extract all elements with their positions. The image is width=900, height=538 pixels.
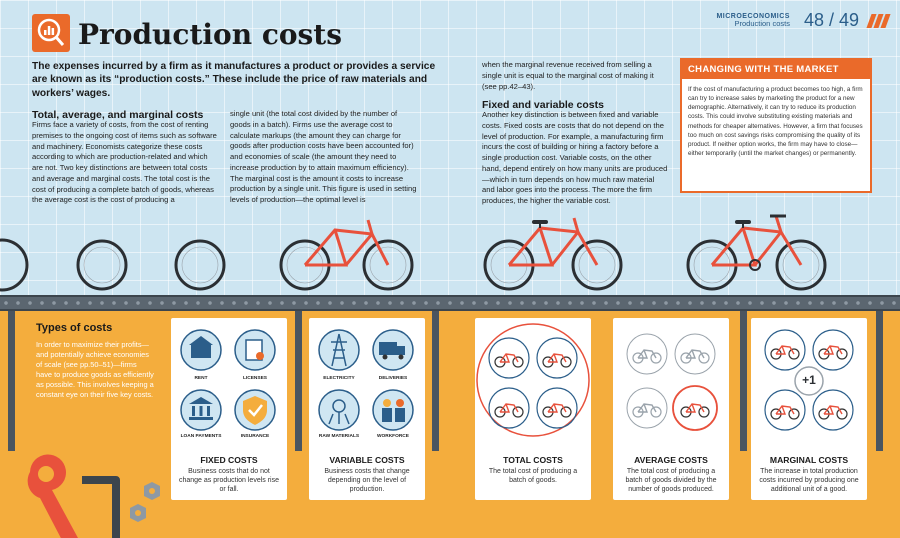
conveyor-rollers	[0, 300, 900, 306]
bike-icon	[626, 333, 668, 375]
highlighted-bike-icon	[672, 385, 718, 431]
body-column-1: Firms face a variety of costs, from the …	[32, 120, 217, 205]
insurance-icon	[234, 389, 276, 431]
fixed-variable-heading: Fixed and variable costs	[482, 99, 604, 111]
section-label: MICROECONOMICS	[716, 12, 790, 20]
wrench-icon	[27, 454, 78, 538]
electricity-pylon-icon	[318, 329, 360, 371]
card-title: VARIABLE COSTS	[329, 455, 405, 465]
variable-costs-card: ELECTRICITY DELIVERIES RAW MATERIALS WOR…	[309, 318, 425, 500]
bike-icon	[536, 337, 578, 379]
bike-icon	[812, 329, 854, 371]
ground-background	[0, 305, 900, 538]
fixed-costs-card: RENT LICENSES LOAN PAYMENTS INSURANCE FI…	[171, 318, 287, 500]
bike-complete-stage	[686, 214, 827, 291]
icon-label-insurance: INSURANCE	[240, 434, 270, 439]
card-title: AVERAGE COSTS	[634, 455, 708, 465]
card-description: Business costs that change depending on …	[324, 468, 410, 494]
types-heading: Types of costs	[36, 322, 113, 334]
icon-label-raw-materials: RAW MATERIALS	[318, 434, 360, 439]
conveyor-leg	[876, 311, 883, 451]
total-average-marginal-heading: Total, average, and marginal costs	[32, 109, 204, 121]
page-header-nav: MICROECONOMICS Production costs 48 / 49	[716, 10, 891, 31]
bike-icon	[536, 387, 578, 429]
total-costs-card: TOTAL COSTS The total cost of producing …	[475, 318, 591, 500]
icon-label-licenses: LICENSES	[243, 376, 267, 381]
delivery-truck-icon	[372, 329, 414, 371]
sidebar-text: If the cost of manufacturing a product b…	[688, 86, 863, 157]
icon-label-deliveries: DELIVERIES	[378, 376, 408, 381]
card-description: Business costs that do not change as pro…	[178, 468, 279, 494]
raw-materials-icon	[318, 389, 360, 431]
intro-paragraph: The expenses incurred by a firm as it ma…	[32, 61, 436, 99]
bike-icon	[674, 333, 716, 375]
bike-wheels-stage	[76, 239, 226, 291]
icon-label-rent: RENT	[194, 376, 208, 381]
conveyor-leg	[295, 311, 302, 451]
bike-icon	[488, 387, 530, 429]
bolt-nut-icon	[130, 482, 160, 522]
icon-label-workforce: WORKFORCE	[377, 434, 409, 439]
page-numbers: 48 / 49	[803, 10, 859, 30]
bike-frame-stage	[279, 219, 414, 291]
icon-label-electricity: ELECTRICITY	[323, 376, 355, 381]
subsection-label: Production costs	[734, 19, 790, 29]
bike-seat-stage	[483, 217, 623, 291]
partial-wheel	[0, 238, 29, 292]
conveyor-leg	[8, 311, 15, 451]
changing-market-box: CHANGING WITH THE MARKET If the cost of …	[680, 58, 872, 193]
card-description: The total cost of producing a batch of g…	[625, 468, 717, 494]
icon-label-loan-payments: LOAN PAYMENTS	[180, 434, 222, 439]
rent-icon	[180, 329, 222, 371]
body-column-3: when the marginal revenue received from …	[482, 60, 654, 91]
magnifier-chart-icon	[32, 14, 70, 52]
sidebar-heading: CHANGING WITH THE MARKET	[682, 60, 870, 79]
card-title: MARGINAL COSTS	[769, 455, 849, 465]
conveyor-leg	[740, 311, 747, 451]
conveyor-leg	[432, 311, 439, 451]
bike-icon	[764, 389, 806, 431]
fixed-variable-text: Another key distinction is between fixed…	[482, 110, 668, 206]
loan-payments-icon	[180, 389, 222, 431]
types-text: In order to maximize their profits—and p…	[36, 340, 154, 399]
tools-illustration	[27, 454, 160, 538]
bike-icon	[488, 337, 530, 379]
page-title: Production costs	[78, 18, 343, 51]
card-title: FIXED COSTS	[200, 455, 258, 465]
stripes-icon	[866, 13, 891, 28]
bikes-illustration	[0, 214, 827, 292]
plus-one-badge-icon	[794, 366, 824, 396]
bike-icon	[812, 389, 854, 431]
marginal-costs-card: +1 MARGINAL COSTS The increase in total …	[751, 318, 867, 500]
allen-key-icon	[82, 476, 120, 538]
workforce-icon	[372, 389, 414, 431]
batch-circle-icon	[476, 323, 590, 437]
average-costs-card: AVERAGE COSTS The total cost of producin…	[613, 318, 729, 500]
card-title: TOTAL COSTS	[503, 455, 563, 465]
body-column-2: single unit (the total cost divided by t…	[230, 109, 417, 205]
card-description: The increase in total production costs i…	[759, 468, 859, 494]
plus-one-badge: +1	[802, 373, 816, 387]
card-description: The total cost of producing a batch of g…	[488, 468, 578, 485]
bike-icon	[626, 387, 668, 429]
bike-icon	[764, 329, 806, 371]
licenses-icon	[234, 329, 276, 371]
